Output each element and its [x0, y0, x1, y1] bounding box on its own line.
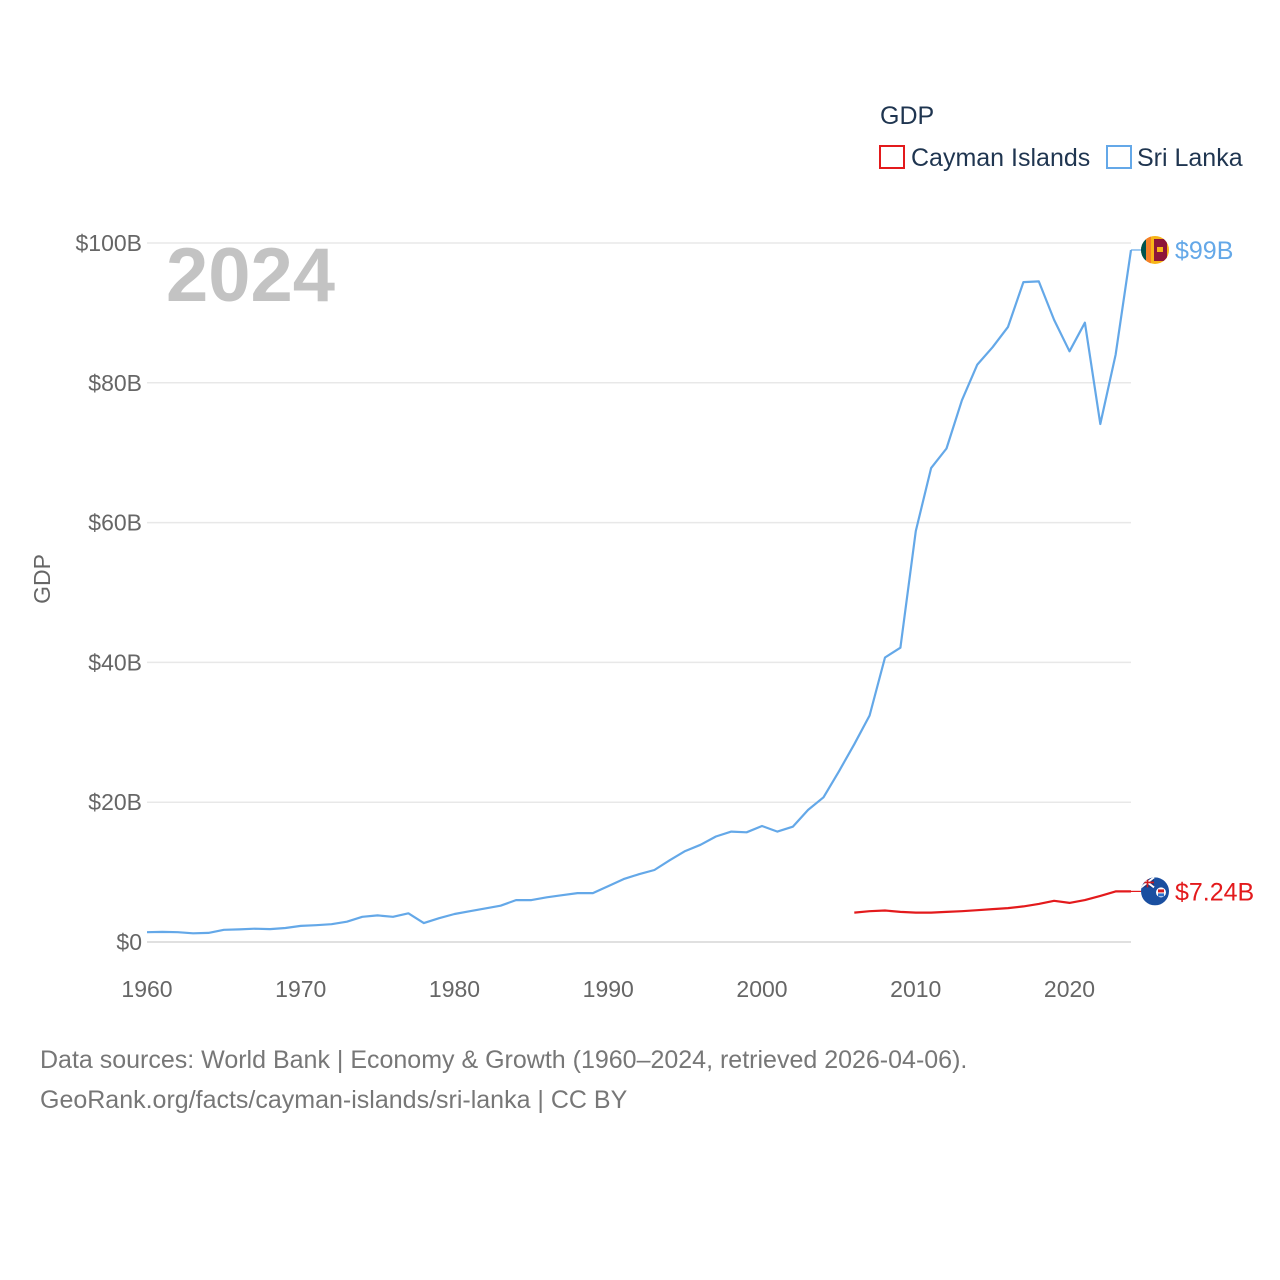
legend-swatch-cayman-islands	[879, 145, 905, 169]
y-tick-label: $0	[116, 929, 142, 955]
y-tick-label: $60B	[88, 510, 142, 536]
x-tick-label: 2000	[736, 976, 787, 1002]
end-value-label-cayman-islands: $7.24B	[1175, 878, 1254, 906]
gdp-line-chart: $0 $20B $40B $60B $80B $100B 1960 1970 1980 1990…	[29, 102, 1254, 1002]
legend-label-sri-lanka: Sri Lanka	[1137, 144, 1243, 172]
x-axis-ticks: 1960 1970 1980 1990 2000 2010 2020	[121, 976, 1095, 1002]
legend: GDP Cayman Islands Sri Lanka	[879, 102, 1243, 172]
attribution-link[interactable]: GeoRank.org/facts/cayman-islands/sri-lan…	[40, 1086, 628, 1114]
year-label: 2024	[166, 233, 335, 318]
x-tick-label: 2020	[1044, 976, 1095, 1002]
gridlines	[147, 242, 1131, 943]
series-line-sri-lanka	[146, 249, 1133, 935]
x-tick-label: 1960	[121, 976, 172, 1002]
y-axis-label: GDP	[29, 554, 55, 604]
y-tick-label: $40B	[88, 649, 142, 675]
data-sources-note: Data sources: World Bank | Economy & Gro…	[40, 1046, 968, 1074]
legend-title: GDP	[880, 102, 934, 130]
x-tick-label: 1980	[429, 976, 480, 1002]
legend-label-cayman-islands: Cayman Islands	[911, 144, 1090, 172]
y-tick-label: $100B	[75, 230, 142, 256]
legend-entry-cayman-islands[interactable]: Cayman Islands	[879, 144, 1090, 172]
series-line-cayman-islands	[854, 890, 1131, 914]
y-tick-label: $80B	[88, 370, 142, 396]
x-tick-label: 1990	[583, 976, 634, 1002]
end-value-label-sri-lanka: $99B	[1175, 237, 1233, 265]
x-tick-label: 1970	[275, 976, 326, 1002]
y-tick-label: $20B	[88, 789, 142, 815]
cayman-islands-flag-icon	[1141, 877, 1169, 906]
x-tick-label: 2010	[890, 976, 941, 1002]
legend-swatch-sri-lanka	[1106, 145, 1132, 169]
y-axis-ticks: $0 $20B $40B $60B $80B $100B	[75, 230, 142, 955]
legend-entry-sri-lanka[interactable]: Sri Lanka	[1106, 144, 1243, 172]
sri-lanka-flag-icon	[1141, 235, 1169, 264]
